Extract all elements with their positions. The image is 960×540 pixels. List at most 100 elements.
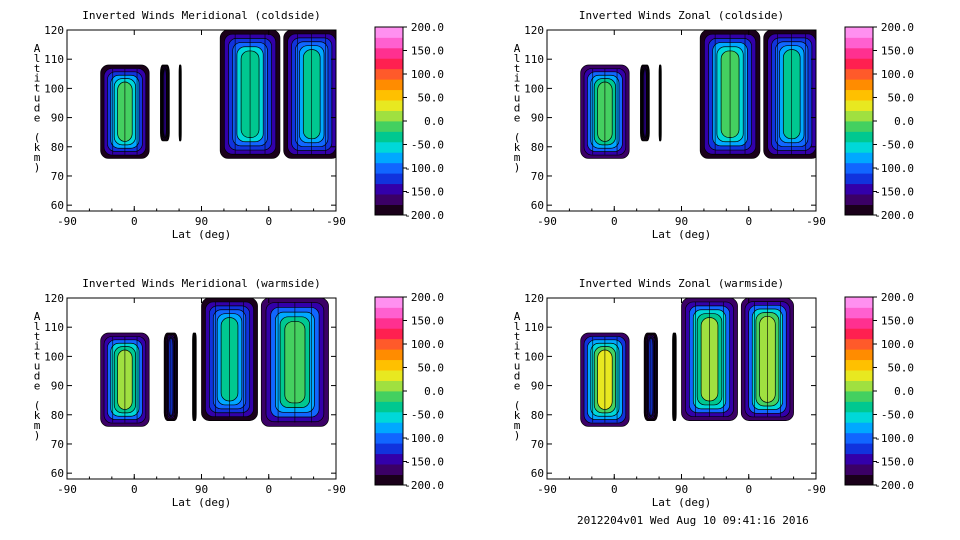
chart-title: Inverted Winds Zonal (coldside) <box>579 9 784 22</box>
y-tick-label: 90 <box>51 112 64 125</box>
x-tick-label: 0 <box>265 483 272 496</box>
x-tick-label: 90 <box>675 483 688 496</box>
chart-data-area <box>100 298 329 427</box>
y-tick-label: 90 <box>51 380 64 393</box>
y-tick-label: 70 <box>531 438 544 451</box>
contour-block <box>640 64 650 142</box>
contour-block <box>681 298 738 421</box>
colorbar-tick-label: 0.0 <box>894 385 914 398</box>
chart-data-area <box>580 298 794 427</box>
y-tick-label: 70 <box>51 438 64 451</box>
colorbar-segment <box>375 443 403 455</box>
contour-block <box>178 64 182 142</box>
y-tick-label: 90 <box>531 112 544 125</box>
y-axis-label-char: ) <box>514 429 521 442</box>
colorbar-segment <box>845 317 873 329</box>
contour-block <box>160 64 170 142</box>
y-tick-label: 100 <box>524 350 544 363</box>
y-tick-label: 70 <box>531 170 544 183</box>
colorbar-tick-label: -150.0 <box>874 186 914 199</box>
x-axis-label: Lat (deg) <box>172 228 232 241</box>
colorbar-tick-label: -50.0 <box>411 139 444 152</box>
y-tick-label: 100 <box>524 82 544 95</box>
colorbar-segment <box>375 100 403 111</box>
colorbar-segment <box>845 141 873 153</box>
colorbar-segment <box>845 307 873 319</box>
y-axis-label-char: i <box>34 340 41 353</box>
colorbar: 200.0 150.0 100.0 50.0 0.0 -50.0 -100.0 -150.0 -… <box>844 21 914 222</box>
y-axis-label-char: k <box>514 409 521 422</box>
y-axis-label-char: A <box>514 310 521 323</box>
y-axis-label-char: e <box>34 111 41 124</box>
y-axis-label-char: ( <box>514 399 521 412</box>
x-tick-label: -90 <box>326 483 346 496</box>
contour-block <box>163 332 178 421</box>
y-axis-label-char: ( <box>34 399 41 412</box>
colorbar-segment <box>845 47 873 59</box>
colorbar-segment <box>845 464 873 475</box>
y-tick-label: 100 <box>44 350 64 363</box>
contour-block <box>643 332 658 421</box>
colorbar-segment <box>375 183 403 195</box>
colorbar-segment <box>375 328 403 340</box>
colorbar-segment <box>845 121 873 132</box>
colorbar-segment <box>845 37 873 49</box>
contour-block <box>192 332 197 421</box>
colorbar: 200.0 150.0 100.0 50.0 0.0 -50.0 -100.0 -150.0 -… <box>374 291 445 492</box>
colorbar-tick-label: -200.0 <box>874 479 914 492</box>
colorbar-segment <box>375 464 403 475</box>
y-tick-label: 80 <box>531 141 544 154</box>
x-tick-label: 0 <box>131 215 138 228</box>
y-axis-label-char: ( <box>34 131 41 144</box>
colorbar-segment <box>375 37 403 49</box>
y-axis-label-char: i <box>34 72 41 85</box>
colorbar-segment <box>375 297 403 308</box>
colorbar-segment <box>375 422 403 434</box>
colorbar-tick-label: -150.0 <box>404 456 444 469</box>
colorbar-tick-label: 200.0 <box>881 21 914 34</box>
colorbar-segment <box>845 27 873 38</box>
y-tick-label: 90 <box>531 380 544 393</box>
colorbar-tick-label: 100.0 <box>411 68 444 81</box>
contour-block <box>283 30 336 159</box>
colorbar-segment <box>845 194 873 205</box>
x-tick-label: 0 <box>611 215 618 228</box>
x-tick-label: 0 <box>131 483 138 496</box>
x-tick-label: 0 <box>611 483 618 496</box>
y-axis-label-char: t <box>34 62 41 75</box>
colorbar-tick-label: 50.0 <box>418 362 445 375</box>
colorbar-tick-label: 100.0 <box>881 338 914 351</box>
colorbar-tick-label: 150.0 <box>411 315 444 328</box>
y-axis-label-char: A <box>34 310 41 323</box>
colorbar-segment <box>375 173 403 185</box>
colorbar-tick-label: 0.0 <box>424 385 444 398</box>
y-axis-label-char: u <box>34 92 41 105</box>
colorbar-segment <box>375 380 403 392</box>
x-tick-label: -90 <box>57 483 77 496</box>
colorbar-tick-label: -50.0 <box>881 139 914 152</box>
colorbar-tick-label: 50.0 <box>888 362 915 375</box>
colorbar-tick-label: -100.0 <box>874 432 914 445</box>
chart-panel-2: -90 0 90 0 -90 60 70 80 90 100 110 120 Inverted Wind… <box>514 9 914 241</box>
contour-block <box>100 64 150 159</box>
contour-block <box>740 298 794 421</box>
colorbar-segment <box>845 370 873 381</box>
colorbar-segment <box>375 307 403 319</box>
contour-block <box>658 64 662 142</box>
chart-panel-1: -90 0 90 0 -90 60 70 80 90 100 110 120 Inverted Wind… <box>34 9 444 241</box>
colorbar-segment <box>845 183 873 195</box>
colorbar-segment <box>845 162 873 174</box>
colorbar-segment <box>845 391 873 402</box>
colorbar-segment <box>845 204 873 216</box>
y-axis-label-char: t <box>514 62 521 75</box>
y-axis-label-char: k <box>34 141 41 154</box>
colorbar-segment <box>845 110 873 122</box>
colorbar-segment <box>375 317 403 329</box>
y-axis-label-char: ) <box>34 161 41 174</box>
colorbar-segment <box>375 391 403 402</box>
y-axis-label-char: ( <box>514 131 521 144</box>
colorbar-tick-label: 200.0 <box>881 291 914 304</box>
contour-block <box>260 298 329 427</box>
x-tick-label: -90 <box>806 215 826 228</box>
